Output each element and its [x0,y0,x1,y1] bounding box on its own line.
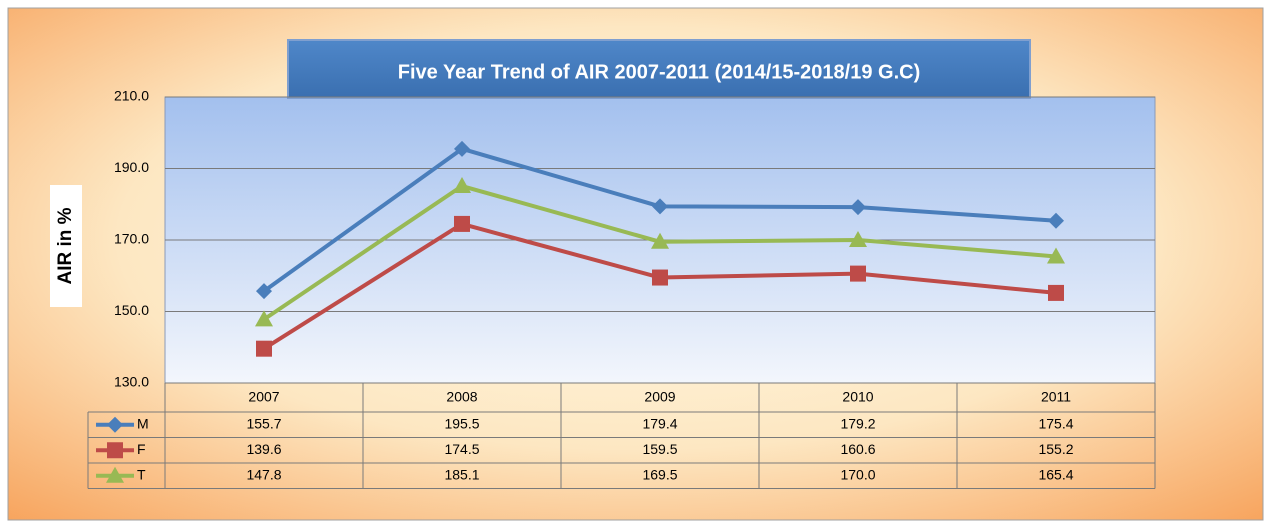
data-point [255,310,273,327]
data-point [454,215,470,232]
table-value: 160.6 [840,441,875,457]
data-point [256,340,272,357]
y-tick-label: 210.0 [114,88,149,104]
y-tick-label: 170.0 [114,231,149,247]
legend-marker [107,416,123,433]
table-value: 155.7 [246,415,281,431]
data-point [454,140,470,157]
table-value: 155.2 [1038,441,1073,457]
data-point [1048,212,1064,229]
y-axis-label: AIR in % [55,207,76,284]
data-point [849,231,867,247]
y-label-box [50,185,82,307]
table-value: 139.6 [246,441,281,457]
table-value: 195.5 [444,415,479,431]
data-point [652,198,668,215]
data-point [1048,284,1064,301]
table-value: 169.5 [642,466,677,482]
x-tick-label: 2009 [644,389,675,405]
table-value: 179.2 [840,415,875,431]
table-value: 147.8 [246,466,281,482]
table-value: 165.4 [1038,466,1073,482]
y-tick-label: 130.0 [114,374,149,390]
x-tick-label: 2007 [248,389,279,405]
data-point [850,199,866,216]
legend-label: T [137,466,146,482]
table-value: 175.4 [1038,415,1073,431]
y-tick-label: 150.0 [114,302,149,318]
legend-marker [106,466,124,483]
x-tick-label: 2010 [842,389,873,405]
x-tick-label: 2011 [1041,389,1071,405]
data-point [651,232,669,249]
table-value: 159.5 [642,441,677,457]
table-value: 179.4 [642,415,677,431]
legend-marker [107,442,123,459]
x-tick-label: 2008 [446,389,477,405]
data-point [1047,247,1065,264]
data-point [256,283,272,300]
data-point [453,177,471,194]
table-value: 174.5 [444,441,479,457]
data-point [850,265,866,282]
title-box [287,39,1031,99]
chart-title: Five Year Trend of AIR 2007-2011 (2014/1… [398,61,921,83]
table-value: 185.1 [444,466,479,482]
y-tick-label: 190.0 [114,159,149,175]
data-point [652,269,668,286]
table-value: 170.0 [840,466,875,482]
legend-label: F [137,441,146,457]
legend-label: M [137,415,149,431]
